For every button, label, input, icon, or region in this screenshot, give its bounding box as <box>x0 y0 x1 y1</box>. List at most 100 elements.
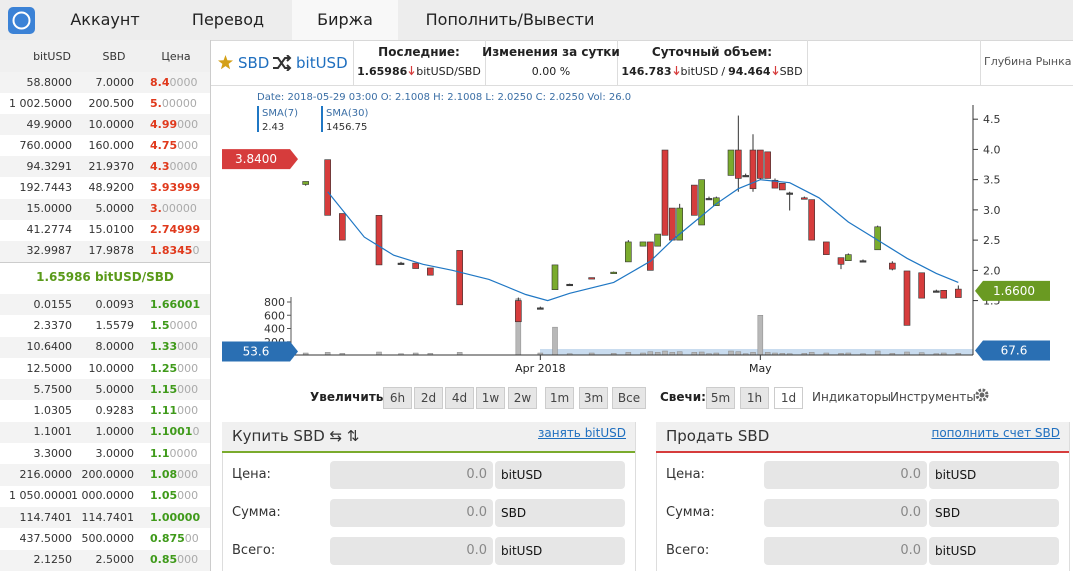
field-unit: bitUSD <box>495 537 625 565</box>
price: 1.33000 <box>150 340 198 353</box>
candle-body <box>566 283 573 287</box>
candle-body <box>903 270 911 326</box>
row-bg <box>0 464 210 486</box>
field-input[interactable]: 0.0 <box>764 461 927 489</box>
range-button[interactable]: 3m <box>579 387 608 409</box>
separator <box>353 40 354 85</box>
candle-body <box>764 151 771 179</box>
indicator-name: SMA(7) <box>262 108 298 119</box>
amount: 8.0000 <box>95 340 135 354</box>
price: 3.93999 <box>150 181 200 194</box>
amount: 760.0000 <box>19 138 73 152</box>
stat-value: 1.65986 bitUSD/SBD <box>319 65 519 78</box>
range-button[interactable]: 1m <box>545 387 574 409</box>
price: 1.66001 <box>150 297 201 311</box>
price-tag-label: 3.8400 <box>235 152 277 166</box>
base-asset[interactable]: SBD <box>238 54 270 72</box>
field-label: Сумма: <box>232 505 281 520</box>
candle-body <box>889 262 896 270</box>
price: 1.25 <box>150 361 178 375</box>
candle-body <box>742 175 749 178</box>
amount: 5.7500 <box>33 382 73 396</box>
field-label: Цена: <box>232 467 271 482</box>
nav-tab[interactable]: Аккаунт <box>70 10 140 29</box>
market-depth[interactable]: Глубина Рынка <box>984 55 1072 68</box>
field-input[interactable]: 0.0 <box>764 537 927 565</box>
price: 0.85 <box>150 553 178 567</box>
candle-body <box>515 300 522 323</box>
row-bg <box>0 294 210 316</box>
row-bg <box>0 336 210 358</box>
price: 1.15000 <box>150 383 198 396</box>
field-input[interactable]: 0.0 <box>330 499 493 527</box>
price-pad: 0000 <box>169 75 198 89</box>
range-button[interactable]: 1h <box>740 387 769 409</box>
amount: 2.3370 <box>33 318 73 332</box>
panel-link[interactable]: пополнить счет SBD <box>931 426 1060 440</box>
stat-part: / <box>721 65 726 78</box>
nav-tab[interactable]: Пополнить/Вывести <box>425 10 595 29</box>
stat-label: Суточный объем: <box>651 45 773 59</box>
price: 1.08000 <box>150 468 198 481</box>
sma-line <box>327 179 959 302</box>
swap-icon[interactable] <box>272 55 292 71</box>
range-button[interactable]: 1d <box>774 387 803 409</box>
chart-info: Date: 2018-05-29 03:00 O: 2.1008 H: 2.10… <box>257 92 631 103</box>
field-input[interactable]: 0.0 <box>330 461 493 489</box>
amount: 114.7401 <box>81 510 135 524</box>
quote-asset[interactable]: bitUSD <box>296 54 348 72</box>
row-bg <box>0 72 210 94</box>
range-button[interactable]: Все <box>612 387 646 409</box>
indicator-value: 2.43 <box>262 122 284 133</box>
price: 4.30000 <box>150 160 198 173</box>
price: 2.74999 <box>150 223 200 236</box>
candle-body <box>940 290 947 299</box>
tool-menu[interactable]: Индикаторы <box>812 390 891 404</box>
volume-bar <box>552 326 558 356</box>
price-pad: 000 <box>177 468 199 482</box>
candle-body <box>955 288 962 298</box>
favorite-star[interactable] <box>218 55 233 70</box>
price-tag-label: 53.6 <box>243 344 270 358</box>
amount: 2.5000 <box>95 553 135 567</box>
candle-body <box>397 262 405 265</box>
range-button[interactable]: 4d <box>445 387 474 409</box>
candle-body <box>625 241 632 263</box>
price: 1.5 <box>150 318 170 332</box>
candle-body <box>801 197 808 200</box>
stat-label: Последние: <box>378 45 460 59</box>
price-pad: 000 <box>177 138 199 152</box>
tool-menu[interactable]: Инструменты <box>890 390 976 404</box>
left-panel <box>0 40 211 571</box>
range-button[interactable]: 5m <box>706 387 735 409</box>
price-pad: 0000 <box>169 318 198 332</box>
panel-link[interactable]: занять bitUSD <box>538 426 626 440</box>
row-bg <box>0 549 210 571</box>
range-button[interactable]: 1w <box>476 387 505 409</box>
column-header: bitUSD <box>33 50 71 63</box>
price: 1.66001 <box>150 298 200 311</box>
candle-body <box>610 271 617 274</box>
amount: 437.5000 <box>19 531 73 545</box>
price-pad: 000 <box>177 553 199 567</box>
price: 1.10010 <box>150 425 199 438</box>
row-bg <box>0 114 210 136</box>
candles-label: Свечи: <box>660 390 706 404</box>
nav-tab[interactable]: Биржа <box>292 0 398 40</box>
field-input[interactable]: 0.0 <box>330 537 493 565</box>
nav-tab[interactable]: Перевод <box>191 10 265 29</box>
candle-body <box>779 182 786 191</box>
logo[interactable] <box>8 7 35 34</box>
volume-band <box>540 349 973 355</box>
volume-tick-label: 400 <box>264 323 285 336</box>
range-button[interactable]: 2w <box>508 387 537 409</box>
range-button[interactable]: 2d <box>414 387 443 409</box>
field-input[interactable]: 0.0 <box>764 499 927 527</box>
panel-header <box>656 422 1069 453</box>
panel-title: Купить SBD ⇆ ⇅ <box>232 427 360 445</box>
y-tick-label: 3.5 <box>983 174 1001 187</box>
range-button[interactable]: 6h <box>383 387 412 409</box>
price-pad: 000 <box>177 340 199 354</box>
candle-body <box>837 257 845 265</box>
settings-gear[interactable] <box>974 387 990 403</box>
